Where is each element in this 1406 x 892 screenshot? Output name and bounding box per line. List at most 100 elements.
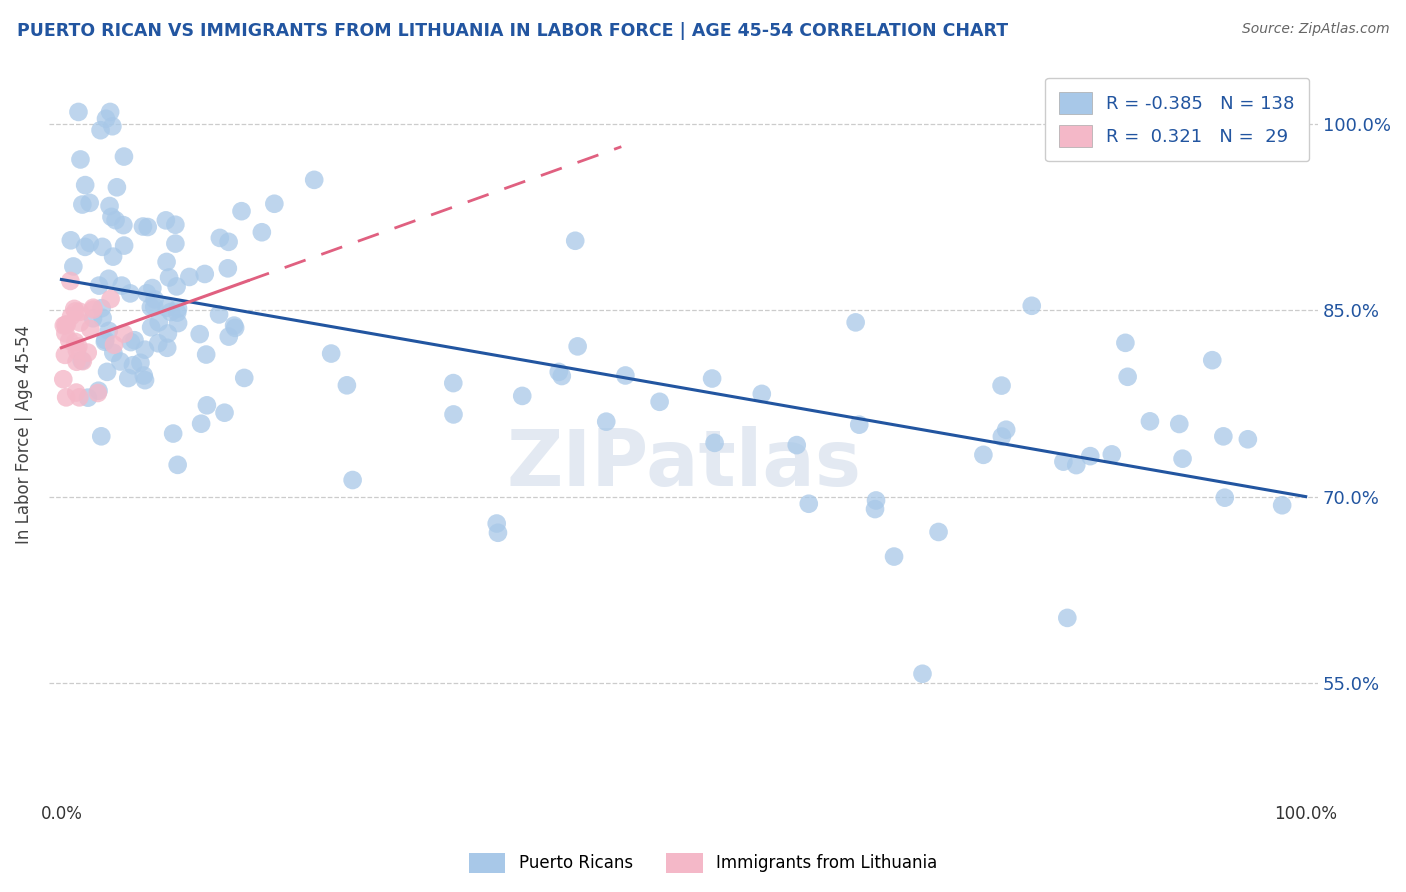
Point [162, 426, 184, 441]
Point [1114, 335, 1136, 350]
Point [134, 373, 156, 387]
Point [111, 278, 134, 293]
Point [995, 423, 1018, 437]
Point [157, 270, 180, 285]
Point [1052, 455, 1074, 469]
Point [441, 376, 464, 390]
Point [105, 180, 128, 194]
Point [1101, 447, 1123, 461]
Point [155, 213, 177, 227]
Point [103, 346, 125, 360]
Point [143, 300, 166, 314]
Point [217, 261, 239, 276]
Point [648, 394, 671, 409]
Point [72, 197, 94, 211]
Point [94, 333, 117, 347]
Point [141, 281, 163, 295]
Point [486, 525, 509, 540]
Point [120, 286, 142, 301]
Point [972, 448, 994, 462]
Point [156, 301, 179, 315]
Point [786, 438, 808, 452]
Point [342, 473, 364, 487]
Legend: Puerto Ricans, Immigrants from Lithuania: Puerto Ricans, Immigrants from Lithuania [463, 847, 943, 880]
Point [82, 311, 104, 326]
Point [166, 458, 188, 472]
Point [75, 240, 97, 254]
Point [79, 235, 101, 250]
Point [101, 120, 124, 134]
Point [70, 353, 93, 368]
Point [485, 516, 508, 531]
Point [1078, 449, 1101, 463]
Point [66, 343, 89, 358]
Point [1171, 451, 1194, 466]
Point [134, 343, 156, 357]
Point [82, 301, 104, 315]
Point [75, 178, 97, 193]
Point [214, 406, 236, 420]
Point [155, 255, 177, 269]
Point [98, 199, 121, 213]
Text: PUERTO RICAN VS IMMIGRANTS FROM LITHUANIA IN LABOR FORCE | AGE 45-54 CORRELATION: PUERTO RICAN VS IMMIGRANTS FROM LITHUANI… [17, 22, 1008, 40]
Point [59, 233, 82, 247]
Point [167, 301, 190, 316]
Legend: R = -0.385   N = 138, R =  0.321   N =  29: R = -0.385 N = 138, R = 0.321 N = 29 [1045, 78, 1309, 161]
Point [112, 326, 135, 341]
Point [97, 324, 120, 338]
Point [194, 267, 217, 281]
Point [928, 524, 950, 539]
Point [195, 347, 218, 361]
Point [190, 417, 212, 431]
Point [129, 356, 152, 370]
Point [96, 365, 118, 379]
Point [167, 316, 190, 330]
Point [848, 417, 870, 432]
Point [52, 318, 75, 333]
Point [63, 301, 86, 316]
Point [143, 293, 166, 307]
Point [103, 337, 125, 351]
Point [156, 341, 179, 355]
Point [233, 371, 256, 385]
Point [67, 390, 90, 404]
Point [91, 310, 114, 325]
Point [90, 123, 112, 137]
Point [1139, 414, 1161, 428]
Point [117, 371, 139, 385]
Point [250, 225, 273, 239]
Point [53, 348, 76, 362]
Point [1064, 458, 1087, 472]
Point [700, 371, 723, 385]
Point [132, 219, 155, 234]
Point [104, 213, 127, 227]
Point [91, 240, 114, 254]
Point [63, 334, 86, 349]
Point [991, 429, 1014, 443]
Point [65, 355, 87, 369]
Point [97, 272, 120, 286]
Point [797, 497, 820, 511]
Point [510, 389, 533, 403]
Point [863, 502, 886, 516]
Point [55, 318, 77, 332]
Point [60, 310, 83, 324]
Point [179, 269, 201, 284]
Point [77, 391, 100, 405]
Point [65, 304, 87, 318]
Point [1056, 611, 1078, 625]
Point [79, 322, 101, 336]
Point [883, 549, 905, 564]
Point [263, 196, 285, 211]
Point [139, 300, 162, 314]
Point [87, 278, 110, 293]
Point [55, 390, 77, 404]
Point [148, 336, 170, 351]
Text: ZIPatlas: ZIPatlas [506, 425, 860, 502]
Point [139, 320, 162, 334]
Point [59, 274, 82, 288]
Point [567, 339, 589, 353]
Point [165, 218, 187, 232]
Point [865, 493, 887, 508]
Point [1237, 432, 1260, 446]
